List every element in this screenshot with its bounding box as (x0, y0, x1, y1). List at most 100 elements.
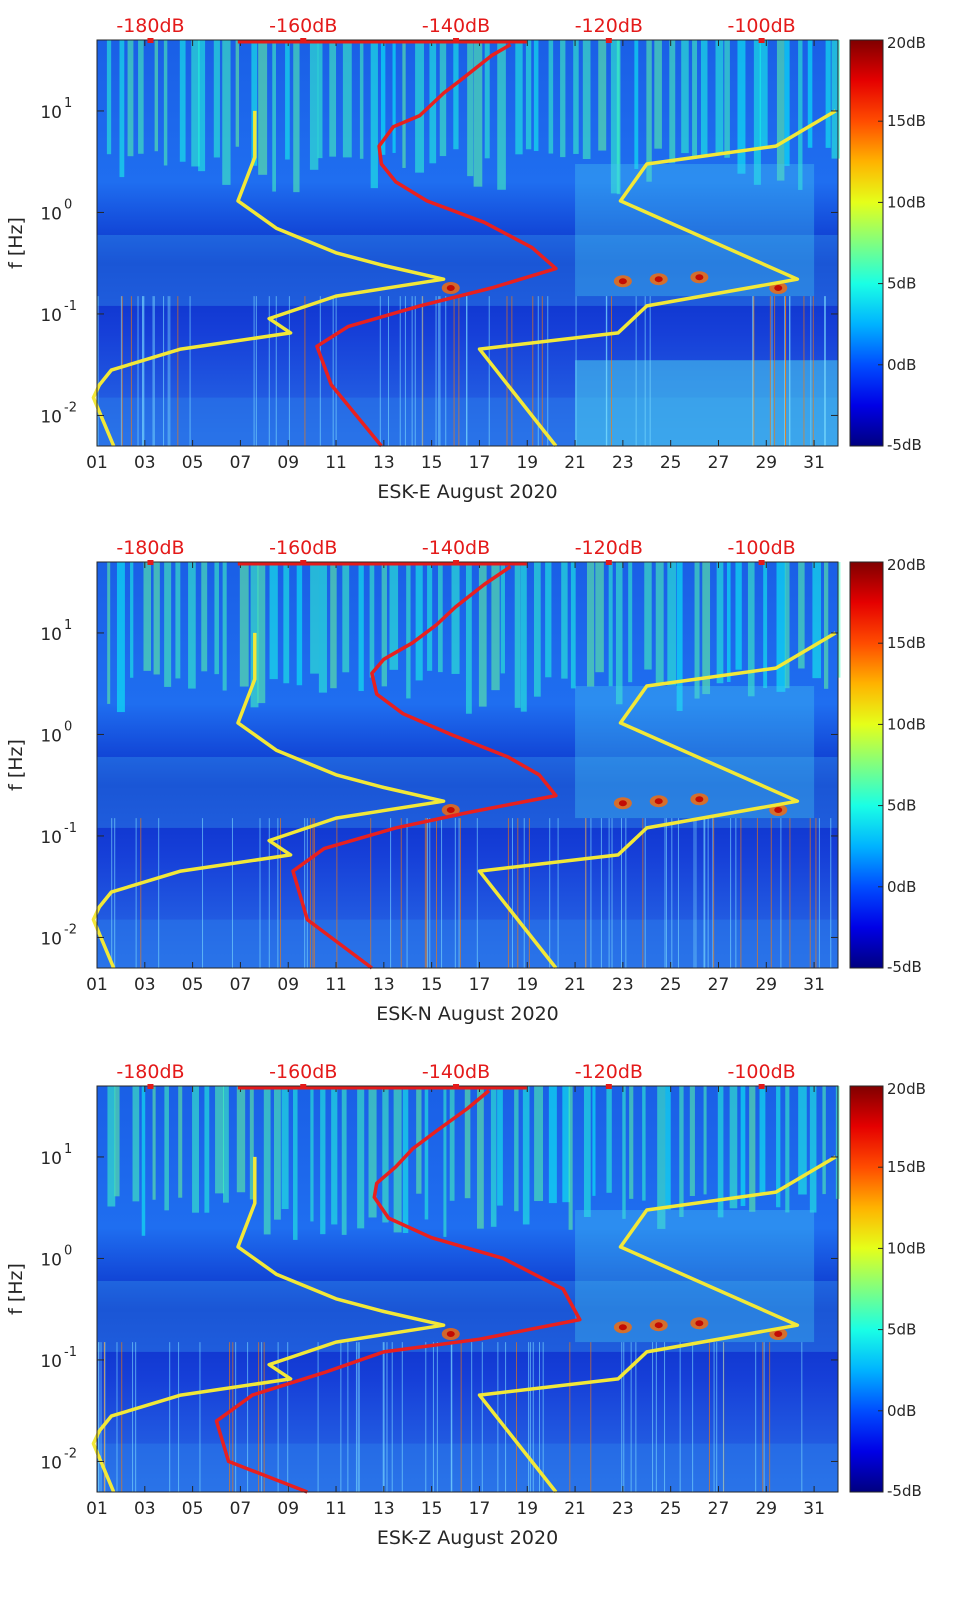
colorbar-label: 15dB (887, 1158, 926, 1176)
y-tick-label: 10 (40, 103, 62, 123)
x-axis-title: ESK-E August 2020 (377, 481, 557, 503)
top-axis-label: -180dB (116, 15, 184, 37)
x-tick-label: 11 (325, 1499, 347, 1519)
colorbar-label: -5dB (887, 1482, 922, 1500)
colorbar-label: 10dB (887, 1239, 926, 1257)
colorbar-label: -5dB (887, 958, 922, 976)
y-tick-exponent: -2 (64, 922, 77, 937)
colorbar-label: 5dB (887, 1321, 916, 1339)
plot-frame (96, 39, 839, 447)
y-tick-label: 10 (40, 828, 62, 848)
top-axis-label: -100dB (727, 15, 795, 37)
x-tick-label: 25 (660, 975, 682, 995)
x-tick-label: 29 (755, 975, 777, 995)
x-axis-title: ESK-Z August 2020 (377, 1527, 558, 1549)
y-tick-exponent: -2 (64, 400, 77, 415)
colorbar-label: 5dB (887, 275, 916, 293)
y-axis-title: f [Hz] (5, 217, 27, 269)
colorbar-label: 20dB (887, 34, 926, 52)
top-axis-label: -140dB (422, 537, 490, 559)
curve-2 (477, 109, 837, 448)
x-tick-label: 07 (230, 1499, 252, 1519)
x-tick-label: 19 (516, 975, 538, 995)
colorbar-label: 10dB (887, 193, 926, 211)
curve-3 (214, 1089, 582, 1494)
x-tick-label: 09 (277, 975, 299, 995)
curve-1 (91, 1156, 446, 1493)
y-axis-title: f [Hz] (5, 739, 27, 791)
x-tick-label: 09 (277, 1499, 299, 1519)
x-tick-label: 13 (373, 453, 395, 473)
x-tick-label: 21 (564, 975, 586, 995)
colorbar: 20dB 15dB 10dB 5dB 0dB -5dB (849, 556, 926, 976)
top-axis-label: -180dB (116, 1061, 184, 1083)
x-tick-label: 05 (182, 975, 204, 995)
curve-2 (477, 631, 837, 970)
colorbar-label: 15dB (887, 112, 926, 130)
x-tick-label: 15 (421, 453, 443, 473)
colorbar: 20dB 15dB 10dB 5dB 0dB -5dB (849, 34, 926, 454)
x-tick-label: 31 (803, 975, 825, 995)
top-axis-label: -120dB (575, 537, 643, 559)
x-tick-label: 29 (755, 1499, 777, 1519)
y-tick-exponent: 1 (64, 1142, 72, 1157)
plot-frame (96, 561, 839, 969)
top-axis-label: -120dB (575, 1061, 643, 1083)
y-tick-exponent: 0 (64, 197, 72, 212)
x-tick-label: 21 (564, 1499, 586, 1519)
x-tick-label: 15 (421, 1499, 443, 1519)
curve-1 (91, 632, 446, 969)
y-tick-label: 10 (40, 306, 62, 326)
x-tick-label: 13 (373, 1499, 395, 1519)
y-tick-exponent: -1 (64, 1345, 77, 1360)
y-tick-label: 10 (40, 1453, 62, 1473)
x-tick-label: 31 (803, 453, 825, 473)
y-tick-exponent: 0 (64, 719, 72, 734)
y-tick-exponent: -1 (64, 821, 77, 836)
spectrogram-image (97, 40, 840, 446)
x-tick-label: 03 (134, 975, 156, 995)
y-tick-exponent: 1 (64, 618, 72, 633)
y-tick-exponent: 1 (64, 96, 72, 111)
top-axis-label: -100dB (727, 1061, 795, 1083)
x-tick-label: 17 (469, 1499, 491, 1519)
x-tick-label: 03 (134, 453, 156, 473)
x-tick-label: 17 (469, 975, 491, 995)
top-axis-label: -100dB (727, 537, 795, 559)
x-tick-label: 13 (373, 975, 395, 995)
x-tick-label: 05 (182, 453, 204, 473)
y-tick-label: 10 (40, 1352, 62, 1372)
y-tick-exponent: -1 (64, 299, 77, 314)
x-tick-label: 05 (182, 1499, 204, 1519)
x-tick-label: 07 (230, 453, 252, 473)
top-axis-label: -160dB (269, 537, 337, 559)
x-tick-label: 09 (277, 453, 299, 473)
colorbar-label: 0dB (887, 356, 916, 374)
x-tick-label: 01 (86, 1499, 108, 1519)
colorbar-label: -5dB (887, 436, 922, 454)
x-tick-label: 11 (325, 453, 347, 473)
x-tick-label: 27 (708, 1499, 730, 1519)
top-axis-label: -160dB (269, 15, 337, 37)
colorbar-label: 15dB (887, 634, 926, 652)
y-tick-exponent: -2 (64, 1446, 77, 1461)
y-tick-label: 10 (40, 204, 62, 224)
y-tick-label: 10 (40, 625, 62, 645)
y-tick-label: 10 (40, 929, 62, 949)
colorbar-label: 20dB (887, 1080, 926, 1098)
x-tick-label: 25 (660, 453, 682, 473)
x-tick-label: 07 (230, 975, 252, 995)
x-tick-label: 21 (564, 453, 586, 473)
y-tick-label: 10 (40, 1149, 62, 1169)
x-tick-label: 01 (86, 453, 108, 473)
curve-1 (91, 110, 446, 447)
x-tick-label: 19 (516, 453, 538, 473)
y-tick-label: 10 (40, 407, 62, 427)
x-tick-label: 27 (708, 453, 730, 473)
x-tick-label: 15 (421, 975, 443, 995)
y-tick-label: 10 (40, 726, 62, 746)
x-tick-label: 17 (469, 453, 491, 473)
